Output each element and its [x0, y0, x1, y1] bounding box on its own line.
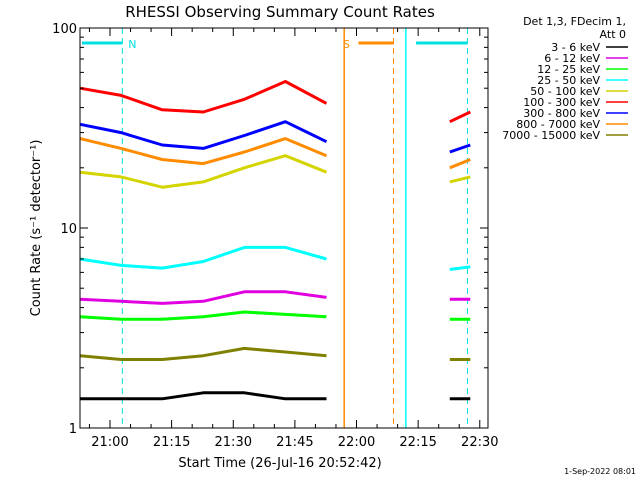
axes: 21:00 21:15 21:30 21:45 22:00 22:15 22:30 1 10 10…: [52, 22, 498, 450]
x-tick-label: 21:00: [91, 435, 128, 450]
legend-entry-label: 800 - 7000 keV: [516, 118, 600, 131]
legend-entry-label: 25 - 50 keV: [537, 74, 600, 87]
series-line: [79, 137, 471, 170]
series-line: [79, 245, 471, 271]
timestamp: 1-Sep-2022 08:01: [564, 467, 636, 476]
legend-header-line-1: Det 1,3, FDecim 1,: [523, 15, 626, 28]
x-tick-label: 21:30: [215, 435, 252, 450]
x-tick-label: 22:30: [461, 435, 498, 450]
legend-header-line-2: Att 0: [600, 28, 626, 41]
y-tick-label: 10: [60, 222, 77, 237]
legend-entry-label: 300 - 800 keV: [523, 107, 600, 120]
legend-entry-label: 12 - 25 keV: [537, 63, 600, 76]
y-axis-label: Count Rate (s⁻¹ detector⁻¹): [29, 140, 44, 317]
series-line: [80, 391, 471, 401]
x-tick-label: 21:15: [153, 435, 190, 450]
legend-entry-label: 100 - 300 keV: [523, 96, 600, 109]
x-tick-label: 21:45: [276, 435, 313, 450]
series-line: [79, 310, 471, 321]
x-axis-label: Start Time (26-Jul-16 20:52:42): [178, 456, 381, 471]
legend-entry-label: 3 - 6 keV: [551, 41, 600, 54]
x-tick-label: 22:15: [399, 435, 436, 450]
series-line: [79, 120, 471, 154]
y-tick-label: 1: [69, 422, 77, 437]
legend-entry-label: 50 - 100 keV: [530, 85, 600, 98]
x-tick-label: 22:00: [338, 435, 375, 450]
series-line: [79, 154, 471, 189]
legend-entry-label: 7000 - 15000 keV: [502, 129, 600, 142]
series-line: [79, 80, 471, 124]
series-line: [79, 290, 471, 305]
annotation-label: N: [128, 38, 136, 51]
y-tick-label: 100: [52, 22, 77, 37]
legend-entry-label: 6 - 12 keV: [544, 52, 600, 65]
chart-title: RHESSI Observing Summary Count Rates: [125, 3, 435, 21]
annotation-label: S: [343, 38, 350, 51]
series-line: [79, 346, 471, 361]
